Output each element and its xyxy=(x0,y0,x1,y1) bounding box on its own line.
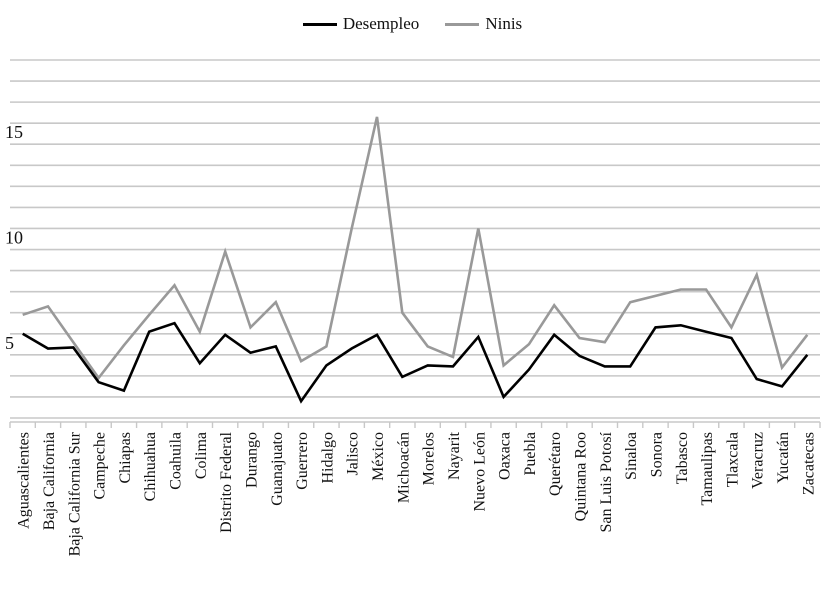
legend-swatch-ninis xyxy=(445,22,480,26)
x-tick-label: Durango xyxy=(243,432,260,488)
x-tick-label: Distrito Federal xyxy=(218,431,235,532)
x-tick-label: México xyxy=(370,432,387,481)
x-tick-label: Tamaulipas xyxy=(699,432,716,506)
x-tick-label: Querétaro xyxy=(547,432,564,496)
x-tick-label: Baja California xyxy=(41,432,58,530)
x-tick-label: Veracruz xyxy=(750,432,767,489)
y-tick-label: 5 xyxy=(5,333,14,353)
x-tick-label: Quintana Roo xyxy=(573,432,590,521)
x-tick-label: Jalisco xyxy=(345,432,362,476)
x-tick-label: Sinaloa xyxy=(623,432,640,480)
x-tick-label: Nayarit xyxy=(446,431,463,480)
x-tick-label: Colima xyxy=(193,432,210,479)
y-tick-label: 10 xyxy=(5,228,23,248)
x-tick-label: Oaxaca xyxy=(497,432,514,480)
x-tick-label: Puebla xyxy=(522,432,539,476)
x-tick-label: Nuevo León xyxy=(471,432,488,512)
legend: Desempleo Ninis xyxy=(0,14,825,34)
legend-label-ninis: Ninis xyxy=(485,14,523,33)
legend-item-ninis: Ninis xyxy=(445,14,522,34)
x-tick-label: Hidalgo xyxy=(319,432,336,484)
y-tick-label: 15 xyxy=(5,122,23,142)
x-axis xyxy=(9,421,821,428)
x-tick-label: Baja California Sur xyxy=(66,431,83,556)
legend-item-desempleo: Desempleo xyxy=(302,14,420,34)
x-tick-label: Guerrero xyxy=(294,432,311,490)
x-tick-label: San Luis Potosí xyxy=(598,431,615,532)
x-tick-label: Michoacán xyxy=(395,432,412,503)
x-tick-label: Chiapas xyxy=(117,432,134,484)
y-axis-labels: 5 10 15 xyxy=(5,122,23,353)
gridlines xyxy=(10,59,820,419)
x-tick-label: Morelos xyxy=(421,432,438,485)
x-tick-label: Aguascalientes xyxy=(16,432,33,529)
x-tick-label: Coahuila xyxy=(168,432,185,490)
legend-label-desempleo: Desempleo xyxy=(342,14,420,33)
x-tick-label: Campeche xyxy=(92,432,109,500)
x-tick-label: Yucatán xyxy=(775,432,792,484)
x-tick-label: Sonora xyxy=(648,432,665,477)
x-tick-label: Tlaxcala xyxy=(724,432,741,487)
x-tick-label: Chihuahua xyxy=(142,432,159,501)
x-tick-label: Tabasco xyxy=(674,432,691,484)
x-tick-label: Guanajuato xyxy=(269,432,286,506)
x-tick-label: Zacatecas xyxy=(800,432,817,495)
x-axis-labels: Aguascalientes Baja California Baja Califo… xyxy=(16,431,818,556)
series-line-ninis xyxy=(22,116,809,381)
legend-swatch-desempleo xyxy=(302,22,337,26)
series-line-desempleo xyxy=(22,321,809,404)
